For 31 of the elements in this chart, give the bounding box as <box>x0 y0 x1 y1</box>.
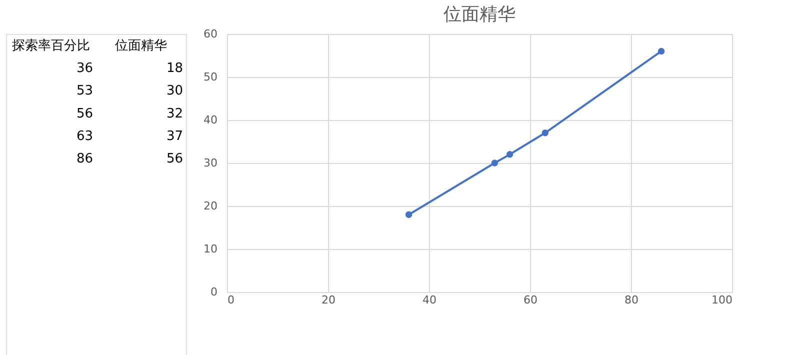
text: 63 <box>76 129 93 144</box>
point <box>491 160 498 166</box>
x-tick-label: 100 <box>712 294 732 306</box>
point <box>506 151 514 158</box>
text: 32 <box>166 106 183 122</box>
y-tick-label: 10 <box>204 242 218 256</box>
text: 53 <box>76 84 93 99</box>
text: 36 <box>76 61 93 76</box>
y-tick-label: 50 <box>204 70 218 84</box>
x-tick-label: 0 <box>228 294 234 306</box>
point <box>405 211 412 218</box>
text: 56 <box>166 152 183 167</box>
y-tick-label: 40 <box>204 114 218 126</box>
text: 30 <box>166 84 183 99</box>
x-tick-label: 60 <box>524 294 538 306</box>
text: 探索率百分比 <box>12 37 90 54</box>
text: 56 <box>76 106 93 122</box>
x-tick-label: 80 <box>624 294 638 306</box>
x-tick-label: 20 <box>322 294 336 306</box>
y-tick-label: 60 <box>204 28 218 40</box>
text: 86 <box>76 152 93 167</box>
text: 18 <box>166 61 183 76</box>
text: 位面精华 <box>115 38 167 54</box>
point <box>542 130 549 136</box>
y-tick-label: 0 <box>210 286 218 298</box>
y-tick-label: 20 <box>204 200 218 212</box>
x-tick-label: 40 <box>422 294 436 306</box>
text: 37 <box>166 129 183 144</box>
chart-title: 位面精华 <box>444 4 516 25</box>
point <box>658 48 665 55</box>
y-tick-label: 30 <box>204 156 218 170</box>
